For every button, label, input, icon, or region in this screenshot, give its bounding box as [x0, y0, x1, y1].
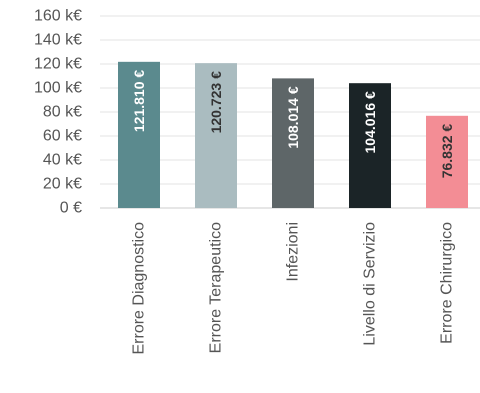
bar-value-label: 76.832 €: [439, 124, 455, 179]
bar: [272, 78, 314, 208]
y-tick-label: 100 k€: [34, 80, 82, 97]
y-tick-label: 160 k€: [34, 8, 82, 25]
x-category-label: Infezioni: [285, 222, 302, 282]
x-category-label: Errore Terapeutico: [208, 222, 225, 353]
bar-value-label: 108.014 €: [285, 86, 301, 148]
y-tick-label: 0 €: [60, 200, 82, 217]
y-axis-tick-labels: 0 € 20 k€ 40 k€ 60 k€ 80 k€ 100 k€ 120 k€ 140 k…: [34, 8, 82, 217]
bar-value-label: 104.016 €: [362, 91, 378, 153]
bar: [118, 61, 160, 208]
x-category-label: Errore Chirurgico: [439, 222, 456, 344]
y-tick-label: 80 k€: [43, 104, 82, 121]
y-tick-label: 20 k€: [43, 176, 82, 193]
bar: [349, 83, 391, 208]
y-tick-label: 140 k€: [34, 32, 82, 49]
y-tick-label: 60 k€: [43, 128, 82, 145]
bar: [195, 63, 237, 208]
y-tick-label: 120 k€: [34, 56, 82, 73]
bar-value-label: 121.810 €: [131, 70, 147, 132]
bar-value-label: 120.723 €: [208, 71, 224, 133]
x-axis-category-labels: Errore Diagnostico Errore Terapeutico Infe…: [131, 222, 456, 355]
bar: [426, 115, 468, 208]
bars: 121.810 € 120.723 € 108.014 € 104.016 € 76.8…: [118, 61, 468, 208]
x-category-label: Livello di Servizio: [362, 222, 379, 346]
x-category-label: Errore Diagnostico: [131, 222, 148, 355]
y-tick-label: 40 k€: [43, 152, 82, 169]
